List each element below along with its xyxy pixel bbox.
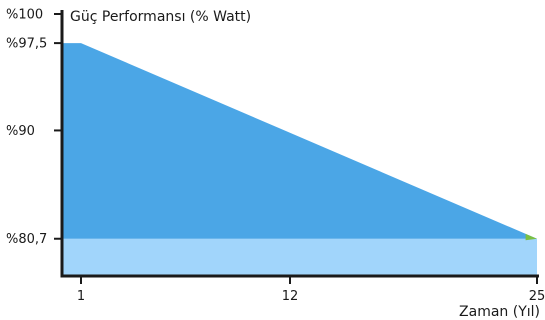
baseline-band [62,238,537,276]
plot-area: %100 %97,5 %90 %80,7 1 12 25 [6,8,545,305]
y-tick-label: %90 [6,124,35,139]
x-tick-label: 1 [77,289,85,304]
performance-area [62,43,537,239]
x-tick-label: 25 [529,289,545,304]
y-tick-label: %100 [6,8,43,23]
y-tick-label: %97,5 [6,37,47,52]
end-point-marker [525,233,537,241]
chart-title: Güç Performansı (% Watt) [70,9,251,25]
x-axis-label: Zaman (Yıl) [459,304,540,320]
x-tick-label: 12 [282,289,299,304]
y-tick-label: %80,7 [6,232,47,247]
